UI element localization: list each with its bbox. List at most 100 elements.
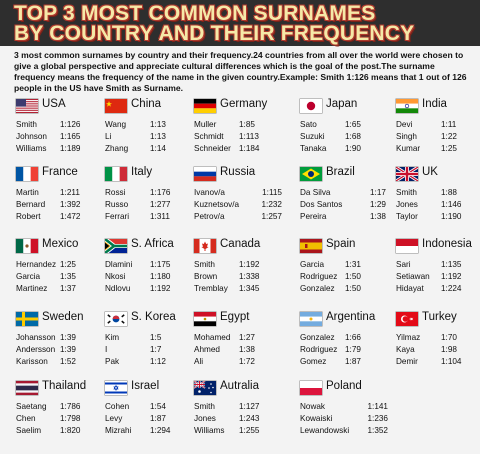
country-card-japan: Japan Sato 1:65 Suzuki 1:68 Tanaka 1:90 [296, 95, 388, 165]
country-name: Turkey [422, 311, 457, 323]
surname-frequency: 1:38 [370, 212, 386, 221]
country-name: Poland [326, 380, 362, 392]
surname-row: Smith 1:192 [194, 259, 282, 271]
country-name: Autralia [220, 380, 259, 392]
surname: Schneider [194, 144, 231, 153]
surname-row: Chen 1:798 [16, 413, 104, 425]
surname-frequency: 1:13 [150, 120, 166, 129]
surname-list: Mohamed 1:27 Ahmed 1:38 Ali 1:72 [194, 332, 282, 368]
country-name: Japan [326, 98, 358, 110]
country-name: China [131, 98, 162, 110]
country-name: Argentina [326, 311, 376, 323]
surname-frequency: 1:72 [239, 357, 255, 366]
surname-row: Ferrari 1:311 [105, 211, 193, 223]
surname-row: Saelim 1:820 [16, 425, 104, 437]
south-korea-flag-icon [105, 312, 127, 326]
surname: Gomez [300, 357, 327, 366]
country-name: France [42, 166, 78, 178]
surname: Chen [16, 414, 36, 423]
surname: Gonzalez [300, 333, 335, 342]
surname-list: Hernandez 1:25 Garcia 1:35 Martinez 1:37 [16, 259, 104, 295]
surname-row: Ndlovu 1:192 [105, 283, 193, 295]
surname-frequency: 1:25 [60, 260, 76, 269]
country-card-uk: UK Smith 1:88 Jones 1:146 Taylor 1:190 [392, 163, 480, 233]
surname-frequency: 1:165 [60, 132, 81, 141]
surname: Smith [16, 120, 37, 129]
surname-row: Demir 1:104 [396, 356, 480, 368]
surname-frequency: 1:257 [261, 212, 283, 221]
surname-frequency: 1:31 [345, 260, 361, 269]
surname-list: Devi 1:11 Singh 1:22 Kumar 1:25 [396, 119, 480, 155]
surname-row: Ali 1:72 [194, 356, 282, 368]
surname: Dos Santos [300, 200, 343, 209]
surname-frequency: 1:14 [150, 144, 166, 153]
surname-frequency: 1:224 [441, 284, 462, 293]
surname-row: Robert 1:472 [16, 211, 104, 223]
surname-row: Lewandowski 1:352 [300, 425, 388, 437]
country-card-thailand: Thailand Saetang 1:786 Chen 1:798 Saelim 1:820 [12, 377, 104, 447]
surname-frequency: 1:192 [150, 284, 171, 293]
surname: Rodriguez [300, 272, 338, 281]
surname: Setiawan [396, 272, 430, 281]
country-name: S. Africa [131, 238, 174, 250]
country-name: UK [422, 166, 438, 178]
surname: Johansson [16, 333, 56, 342]
surname-list: Smith 1:126 Johnson 1:165 Williams 1:189 [16, 119, 104, 155]
surname: Li [105, 132, 112, 141]
surname-frequency: 1:17 [370, 188, 386, 197]
surname-frequency: 1:192 [239, 260, 260, 269]
surname: Devi [396, 120, 413, 129]
surname-frequency: 1:29 [370, 200, 386, 209]
country-card-usa: USA Smith 1:126 Johnson 1:165 Williams 1:189 [12, 95, 104, 165]
surname-row: Williams 1:255 [194, 425, 282, 437]
surname: Rodriguez [300, 345, 338, 354]
surname-frequency: 1:87 [345, 357, 361, 366]
surname-row: Smith 1:127 [194, 401, 282, 413]
sweden-flag-icon [16, 312, 38, 326]
surname-row: Martinez 1:37 [16, 283, 104, 295]
surname-row: Kumar 1:25 [396, 143, 480, 155]
surname-list: Da Silva 1:17 Dos Santos 1:29 Pereira 1:38 [300, 187, 388, 223]
surname-row: Levy 1:87 [105, 413, 193, 425]
surname-row: Kowaiski 1:236 [300, 413, 388, 425]
surname-frequency: 1:52 [60, 357, 76, 366]
surname-frequency: 1:50 [345, 272, 361, 281]
argentina-flag-icon [300, 312, 322, 326]
france-flag-icon [16, 167, 38, 181]
china-flag-icon [105, 99, 127, 113]
germany-flag-icon [194, 99, 216, 113]
country-name: Thailand [42, 380, 87, 392]
surname-row: Zhang 1:14 [105, 143, 193, 155]
surname-row: Mohamed 1:27 [194, 332, 282, 344]
mexico-flag-icon [16, 239, 38, 253]
surname-row: Saetang 1:786 [16, 401, 104, 413]
surname-frequency: 1:189 [60, 144, 81, 153]
country-name: Spain [326, 238, 356, 250]
surname-frequency: 1:798 [60, 414, 81, 423]
surname-row: Sari 1:135 [396, 259, 480, 271]
surname-frequency: 1:66 [345, 333, 361, 342]
surname-frequency: 1:35 [60, 272, 76, 281]
surname: Ali [194, 357, 204, 366]
surname: Zhang [105, 144, 129, 153]
surname: Cohen [105, 402, 130, 411]
surname-frequency: 1:68 [345, 132, 361, 141]
surname-list: Garcia 1:31 Rodriguez 1:50 Gonzalez 1:50 [300, 259, 388, 295]
surname: Yilmaz [396, 333, 421, 342]
surname-frequency: 1:192 [441, 272, 462, 281]
surname-frequency: 1:141 [367, 402, 389, 411]
surname: Kumar [396, 144, 421, 153]
surname-list: Smith 1:192 Brown 1:338 Tremblay 1:345 [194, 259, 282, 295]
surname: Rossi [105, 188, 126, 197]
country-card-turkey: Turkey Yilmaz 1:70 Kaya 1:98 Demir 1:104 [392, 308, 480, 378]
surname: Hernandez [16, 260, 57, 269]
surname-row: Petrov/a 1:257 [194, 211, 282, 223]
surname: Demir [396, 357, 418, 366]
turkey-flag-icon [396, 312, 418, 326]
country-card-israel: Israel Cohen 1:54 Levy 1:87 Mizrahi 1:294 [101, 377, 193, 447]
surname-frequency: 1:243 [239, 414, 260, 423]
surname-row: Pereira 1:38 [300, 211, 388, 223]
description-text: 3 most common surnames by country and th… [14, 50, 467, 93]
surname-row: Yilmaz 1:70 [396, 332, 480, 344]
surname: Dlamini [105, 260, 133, 269]
